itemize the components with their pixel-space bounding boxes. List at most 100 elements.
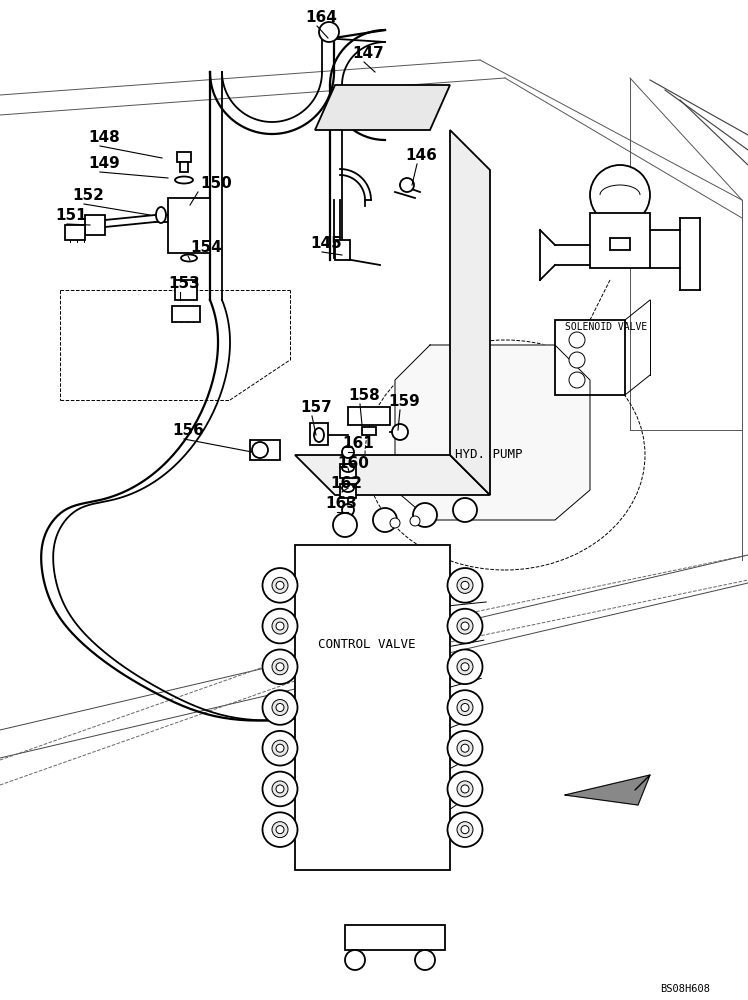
Ellipse shape <box>447 731 482 766</box>
Polygon shape <box>315 85 450 130</box>
Text: 145: 145 <box>310 236 342 251</box>
Circle shape <box>276 826 284 834</box>
Text: 154: 154 <box>190 240 221 255</box>
Ellipse shape <box>447 568 482 603</box>
Circle shape <box>345 950 365 970</box>
Circle shape <box>276 581 284 589</box>
Text: 152: 152 <box>72 188 104 203</box>
Circle shape <box>457 700 473 716</box>
Ellipse shape <box>156 207 166 223</box>
Bar <box>180 162 188 172</box>
Text: 148: 148 <box>88 130 120 145</box>
Text: 157: 157 <box>300 400 332 415</box>
Bar <box>250 440 280 460</box>
Circle shape <box>276 622 284 630</box>
Ellipse shape <box>263 772 298 806</box>
Circle shape <box>392 424 408 440</box>
Text: 156: 156 <box>172 423 204 438</box>
Text: 153: 153 <box>168 276 200 291</box>
Text: 159: 159 <box>388 394 420 409</box>
Circle shape <box>461 622 469 630</box>
Bar <box>590 213 650 268</box>
Circle shape <box>342 504 354 516</box>
Circle shape <box>457 822 473 838</box>
Circle shape <box>461 663 469 671</box>
Bar <box>610 238 630 250</box>
Ellipse shape <box>342 484 354 492</box>
Circle shape <box>569 352 585 368</box>
Circle shape <box>390 518 400 528</box>
Circle shape <box>461 785 469 793</box>
Bar <box>345 925 445 950</box>
Circle shape <box>373 508 397 532</box>
Polygon shape <box>395 345 590 520</box>
Bar <box>177 152 191 162</box>
Circle shape <box>276 785 284 793</box>
Circle shape <box>276 744 284 752</box>
Ellipse shape <box>263 568 298 603</box>
Circle shape <box>413 503 437 527</box>
Ellipse shape <box>447 690 482 725</box>
Text: 160: 160 <box>337 456 369 471</box>
Ellipse shape <box>447 609 482 643</box>
Bar <box>340 484 356 498</box>
Text: 147: 147 <box>352 46 384 61</box>
Bar <box>168 198 210 253</box>
Ellipse shape <box>263 609 298 643</box>
Circle shape <box>319 22 339 42</box>
Circle shape <box>461 581 469 589</box>
Circle shape <box>457 577 473 593</box>
Circle shape <box>569 332 585 348</box>
Bar <box>340 464 356 478</box>
Bar <box>85 215 105 235</box>
Bar <box>362 427 376 435</box>
Polygon shape <box>565 775 650 805</box>
Ellipse shape <box>342 464 354 472</box>
Circle shape <box>276 663 284 671</box>
Polygon shape <box>295 455 490 495</box>
Circle shape <box>276 704 284 712</box>
Circle shape <box>457 740 473 756</box>
Text: 161: 161 <box>342 436 374 451</box>
Circle shape <box>461 704 469 712</box>
Circle shape <box>333 513 357 537</box>
Circle shape <box>415 950 435 970</box>
Circle shape <box>272 659 288 675</box>
Circle shape <box>272 781 288 797</box>
Text: 158: 158 <box>348 388 380 403</box>
Circle shape <box>453 498 477 522</box>
Circle shape <box>457 618 473 634</box>
Ellipse shape <box>263 731 298 766</box>
Ellipse shape <box>175 176 193 184</box>
Circle shape <box>252 442 268 458</box>
Text: CONTROL VALVE: CONTROL VALVE <box>318 638 415 651</box>
Circle shape <box>272 618 288 634</box>
Ellipse shape <box>263 649 298 684</box>
Ellipse shape <box>263 812 298 847</box>
Bar <box>348 407 390 425</box>
Circle shape <box>461 744 469 752</box>
Text: HYD. PUMP: HYD. PUMP <box>455 448 523 461</box>
Ellipse shape <box>447 772 482 806</box>
Ellipse shape <box>314 428 324 442</box>
Text: 162: 162 <box>330 476 362 491</box>
Ellipse shape <box>447 812 482 847</box>
Circle shape <box>272 700 288 716</box>
Bar <box>175 280 197 300</box>
Bar <box>335 240 350 260</box>
Text: 146: 146 <box>405 148 437 163</box>
Circle shape <box>590 165 650 225</box>
Circle shape <box>461 826 469 834</box>
Circle shape <box>272 740 288 756</box>
Bar <box>310 423 328 445</box>
Text: 163: 163 <box>325 496 357 511</box>
Circle shape <box>272 822 288 838</box>
Circle shape <box>410 516 420 526</box>
Text: 149: 149 <box>88 156 120 171</box>
Bar <box>555 320 625 395</box>
Text: 150: 150 <box>200 176 232 191</box>
Ellipse shape <box>447 649 482 684</box>
Bar <box>295 545 450 870</box>
Circle shape <box>342 446 354 458</box>
Ellipse shape <box>181 254 197 261</box>
